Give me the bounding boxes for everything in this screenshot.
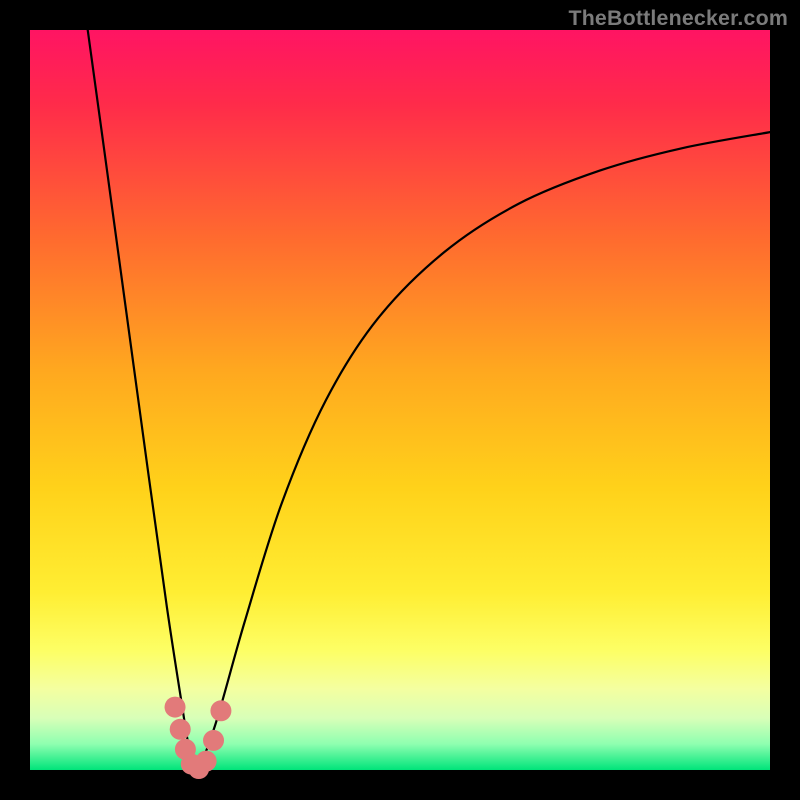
curve-marker [203, 730, 224, 751]
chart-stage: TheBottlenecker.com [0, 0, 800, 800]
chart-svg [0, 0, 800, 800]
watermark-text: TheBottlenecker.com [568, 6, 788, 31]
curve-marker [196, 751, 217, 772]
curve-marker [170, 719, 191, 740]
curve-marker [165, 697, 186, 718]
plot-area [30, 30, 770, 770]
curve-marker [210, 700, 231, 721]
